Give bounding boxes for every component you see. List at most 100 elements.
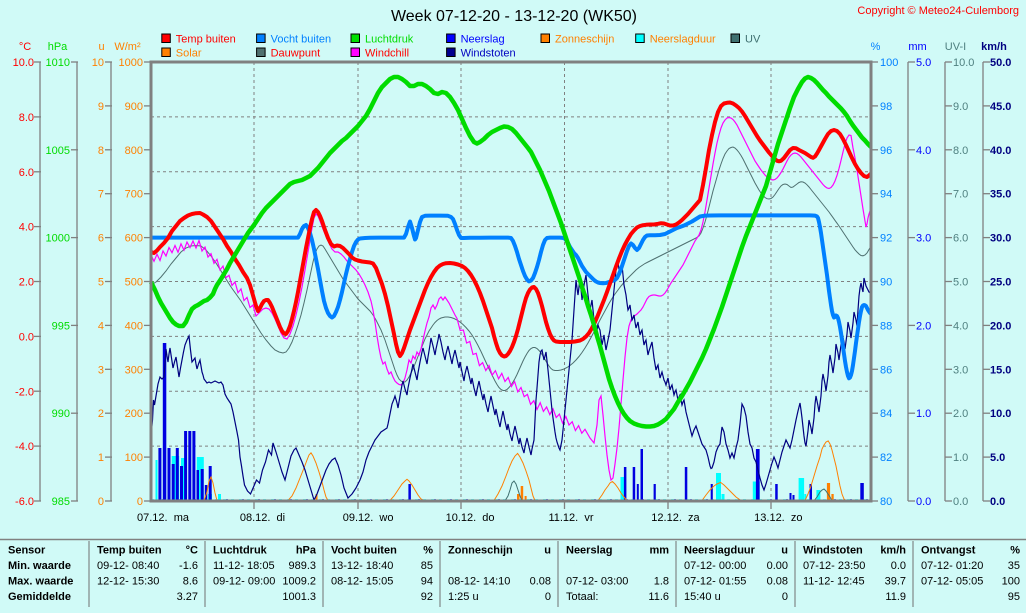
svg-text:Week 07-12-20 - 13-12-20 (WK50: Week 07-12-20 - 13-12-20 (WK50) — [391, 8, 637, 25]
svg-text:12-12- 15:30: 12-12- 15:30 — [97, 576, 159, 588]
svg-text:Vocht buiten: Vocht buiten — [331, 545, 397, 557]
svg-text:Min. waarde: Min. waarde — [8, 560, 71, 572]
svg-text:94: 94 — [421, 576, 433, 588]
svg-text:15:40 u: 15:40 u — [684, 591, 721, 603]
svg-text:W/m²: W/m² — [114, 41, 141, 53]
svg-text:95: 95 — [1008, 591, 1020, 603]
svg-text:UV: UV — [745, 34, 761, 46]
svg-text:0: 0 — [98, 496, 104, 508]
svg-text:11.12. vr: 11.12. vr — [548, 512, 593, 524]
svg-text:8.0: 8.0 — [19, 112, 34, 124]
svg-text:86: 86 — [880, 364, 892, 376]
svg-text:200: 200 — [125, 408, 143, 420]
svg-text:989.3: 989.3 — [288, 560, 316, 572]
svg-text:8.0: 8.0 — [953, 145, 968, 157]
svg-text:1: 1 — [98, 452, 104, 464]
svg-text:0.08: 0.08 — [530, 576, 551, 588]
svg-text:85: 85 — [421, 560, 433, 572]
svg-text:700: 700 — [125, 189, 143, 201]
svg-text:0.00: 0.00 — [767, 560, 788, 572]
svg-text:1.0: 1.0 — [953, 452, 968, 464]
svg-text:7.0: 7.0 — [953, 189, 968, 201]
svg-text:1.0: 1.0 — [916, 408, 931, 420]
svg-text:11.9: 11.9 — [885, 591, 906, 603]
svg-text:08.12. di: 08.12. di — [240, 512, 285, 524]
svg-text:8: 8 — [98, 145, 104, 157]
svg-text:4.0: 4.0 — [953, 320, 968, 332]
svg-text:Zonneschijn: Zonneschijn — [555, 34, 614, 46]
svg-text:82: 82 — [880, 452, 892, 464]
svg-text:3.27: 3.27 — [177, 591, 198, 603]
svg-text:985: 985 — [52, 496, 70, 508]
svg-text:100: 100 — [880, 57, 898, 69]
svg-text:12.12. za: 12.12. za — [651, 512, 700, 524]
svg-text:07-12- 03:00: 07-12- 03:00 — [566, 576, 628, 588]
svg-text:300: 300 — [125, 364, 143, 376]
svg-text:11-12- 18:05: 11-12- 18:05 — [213, 560, 275, 572]
svg-text:1000: 1000 — [46, 233, 70, 245]
svg-text:13-12- 18:40: 13-12- 18:40 — [331, 560, 393, 572]
svg-text:1:25 u: 1:25 u — [448, 591, 479, 603]
svg-text:Luchtdruk: Luchtdruk — [213, 545, 268, 557]
svg-text:Windchill: Windchill — [365, 48, 409, 60]
svg-text:2.0: 2.0 — [953, 408, 968, 420]
svg-text:15.0: 15.0 — [990, 364, 1011, 376]
svg-text:6: 6 — [98, 233, 104, 245]
svg-text:Neerslag: Neerslag — [461, 34, 505, 46]
svg-text:94: 94 — [880, 189, 892, 201]
svg-text:1.8: 1.8 — [654, 576, 669, 588]
svg-text:10.0: 10.0 — [13, 57, 34, 69]
svg-text:9: 9 — [98, 101, 104, 113]
svg-text:Luchtdruk: Luchtdruk — [365, 34, 414, 46]
svg-text:-4.0: -4.0 — [15, 441, 34, 453]
svg-text:50.0: 50.0 — [990, 57, 1011, 69]
svg-text:13.12. zo: 13.12. zo — [754, 512, 802, 524]
svg-text:1000: 1000 — [119, 57, 143, 69]
svg-text:%: % — [1010, 545, 1020, 557]
svg-text:7: 7 — [98, 189, 104, 201]
svg-text:35.0: 35.0 — [990, 189, 1011, 201]
svg-text:10.0: 10.0 — [990, 408, 1011, 420]
svg-text:11.6: 11.6 — [648, 591, 669, 603]
svg-text:25.0: 25.0 — [990, 277, 1011, 289]
svg-text:500: 500 — [125, 277, 143, 289]
svg-text:995: 995 — [52, 320, 70, 332]
svg-text:°C: °C — [186, 545, 198, 557]
svg-text:Ontvangst: Ontvangst — [921, 545, 976, 557]
svg-text:mm: mm — [908, 41, 926, 53]
svg-text:9.0: 9.0 — [953, 101, 968, 113]
svg-text:6.0: 6.0 — [19, 167, 34, 179]
svg-text:09-12- 08:40: 09-12- 08:40 — [97, 560, 159, 572]
svg-text:35: 35 — [1008, 560, 1020, 572]
svg-text:09.12. wo: 09.12. wo — [343, 512, 394, 524]
svg-text:1009.2: 1009.2 — [282, 576, 316, 588]
svg-text:km/h: km/h — [981, 41, 1007, 53]
svg-text:Temp buiten: Temp buiten — [176, 34, 236, 46]
svg-text:100: 100 — [125, 452, 143, 464]
svg-text:800: 800 — [125, 145, 143, 157]
svg-text:UV-I: UV-I — [945, 41, 966, 53]
svg-text:Sensor: Sensor — [8, 545, 46, 557]
svg-text:5.0: 5.0 — [990, 452, 1005, 464]
svg-text:07-12- 23:50: 07-12- 23:50 — [803, 560, 865, 572]
svg-text:2.0: 2.0 — [916, 320, 931, 332]
svg-text:2: 2 — [98, 408, 104, 420]
svg-text:92: 92 — [880, 233, 892, 245]
svg-text:600: 600 — [125, 233, 143, 245]
svg-text:2.0: 2.0 — [19, 277, 34, 289]
svg-text:Vocht buiten: Vocht buiten — [271, 34, 332, 46]
svg-text:84: 84 — [880, 408, 892, 420]
svg-text:Zonneschijn: Zonneschijn — [448, 545, 513, 557]
svg-text:0.08: 0.08 — [767, 576, 788, 588]
svg-text:20.0: 20.0 — [990, 320, 1011, 332]
svg-text:-1.6: -1.6 — [179, 560, 198, 572]
svg-text:0.0: 0.0 — [19, 331, 34, 343]
svg-text:°C: °C — [19, 41, 31, 53]
svg-text:Copyright © Meteo24-Culemborg: Copyright © Meteo24-Culemborg — [857, 5, 1019, 17]
svg-text:4.0: 4.0 — [916, 145, 931, 157]
svg-text:0: 0 — [545, 591, 551, 603]
svg-text:-2.0: -2.0 — [15, 386, 34, 398]
svg-text:0.0: 0.0 — [990, 496, 1005, 508]
svg-text:hPa: hPa — [48, 41, 68, 53]
svg-text:3: 3 — [98, 364, 104, 376]
